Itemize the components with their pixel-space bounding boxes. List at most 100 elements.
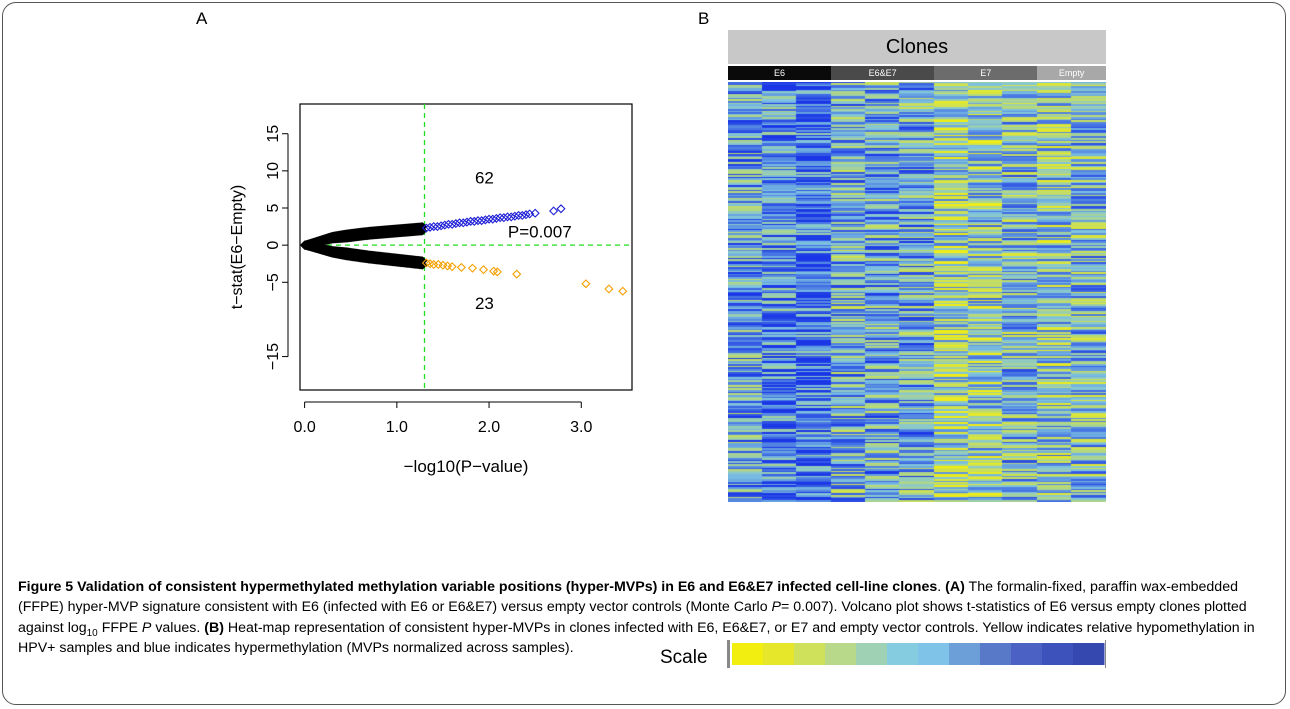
data-point (417, 222, 427, 232)
data-point (418, 226, 428, 236)
data-point (443, 219, 454, 229)
data-point (549, 206, 559, 216)
data-point (499, 213, 509, 223)
data-point (506, 212, 516, 222)
x-tick-label: 3.0 (570, 419, 592, 436)
data-point (418, 260, 428, 270)
data-point (491, 213, 502, 223)
clones-title: Clones (885, 35, 949, 58)
scale-swatch (980, 643, 1012, 665)
x-tick-label: 0.0 (293, 419, 315, 436)
caption-a-sub: 10 (86, 627, 98, 639)
group-bar: E6 E6&E7 E7 Empty (728, 66, 1106, 80)
data-point (512, 269, 522, 279)
data-point (556, 204, 566, 214)
data-point (436, 221, 446, 231)
data-point (447, 262, 457, 272)
panel-a-label: A (196, 9, 208, 28)
data-point (416, 222, 426, 232)
caption-a-p2: P (141, 619, 152, 636)
y-tick-label: 0 (265, 241, 282, 250)
data-point (416, 256, 426, 266)
caption-a-text-3: FFPE (97, 619, 142, 636)
scale-swatch (732, 643, 764, 665)
data-point (488, 214, 498, 224)
caption-a-p: P (771, 599, 782, 616)
data-point (429, 221, 439, 232)
data-point (477, 216, 487, 226)
scale-swatch (794, 643, 826, 665)
data-point (480, 215, 490, 225)
scale-swatch (763, 643, 795, 665)
scale-swatch (1073, 643, 1105, 665)
data-point (492, 267, 502, 277)
caption-a-text-1: The formalin-fixed, paraffin wax-embedde… (18, 579, 1238, 616)
scale-swatch (887, 643, 919, 665)
data-point (421, 223, 431, 233)
heatmap-panel: Clones E6 E6&E7 E7 Empty (728, 30, 1106, 502)
data-point (530, 208, 540, 218)
y-axis-label: t−stat(E6−Empty) (229, 185, 246, 310)
x-tick-label: 1.0 (386, 419, 408, 436)
annotation: 23 (475, 294, 494, 313)
caption-title-end: . (937, 579, 942, 595)
scale-swatch (856, 643, 888, 665)
y-tick-label: −15 (265, 343, 282, 370)
data-point (415, 222, 425, 232)
data-point (462, 217, 472, 227)
caption-a-text-2: = 0.007). Volcano plot shows t-statistic… (18, 599, 1247, 636)
data-point (417, 256, 427, 266)
data-point (454, 218, 465, 228)
data-point (473, 216, 483, 226)
data-point (604, 284, 614, 294)
data-point (495, 213, 505, 223)
y-tick-label: 10 (265, 162, 282, 180)
data-point (521, 210, 531, 220)
caption-a-text-4: values. (151, 619, 205, 636)
y-tick-label: −5 (265, 273, 282, 291)
y-tick-label: 5 (265, 203, 282, 212)
scale-swatch (1011, 643, 1043, 665)
scale-end-cap (727, 640, 730, 668)
figure-caption: Figure 5 Validation of consistent hyperm… (18, 577, 1274, 658)
data-point (484, 214, 494, 224)
data-point (440, 220, 450, 230)
x-tick-label: 2.0 (478, 419, 500, 436)
data-point (517, 210, 527, 221)
data-point (513, 210, 524, 221)
scale-end-cap (1105, 640, 1106, 668)
plot-border (299, 103, 633, 391)
scale-label: Scale (660, 647, 708, 668)
x-axis-label: −log10(P−value) (404, 457, 529, 476)
group-label: E6 (728, 66, 832, 80)
data-point (502, 212, 513, 222)
y-tick-label: 15 (265, 125, 282, 143)
group-label: E6&E7 (831, 66, 935, 80)
caption-a-tag: (A) (945, 579, 965, 595)
data-point (467, 263, 478, 273)
scale-bar (727, 640, 1106, 668)
data-point (432, 221, 442, 232)
group-label: E7 (934, 66, 1038, 80)
scale-swatch (1042, 643, 1074, 665)
annotation: 62 (475, 168, 494, 187)
data-point (456, 262, 466, 273)
data-point (447, 219, 457, 229)
data-point (469, 216, 479, 226)
panel-b-label: B (698, 9, 710, 28)
scale-swatch (825, 643, 857, 665)
scale-swatch (949, 643, 981, 665)
annotation: P=0.007 (508, 223, 572, 242)
heatmap-grid (728, 82, 1106, 502)
data-point (478, 265, 489, 275)
data-point (425, 222, 435, 232)
volcano-plot: 0.0 1.0 2.0 3.0 15 10 5 0 −5 −15 −log10(P−value) t−… (229, 103, 633, 476)
caption-b-text: Heat-map representation of consistent hy… (18, 619, 1255, 656)
data-point (458, 218, 468, 228)
data-point (510, 211, 520, 221)
data-point (466, 216, 476, 226)
data-point (618, 286, 628, 296)
data-point (451, 219, 461, 229)
data-point (581, 279, 591, 289)
